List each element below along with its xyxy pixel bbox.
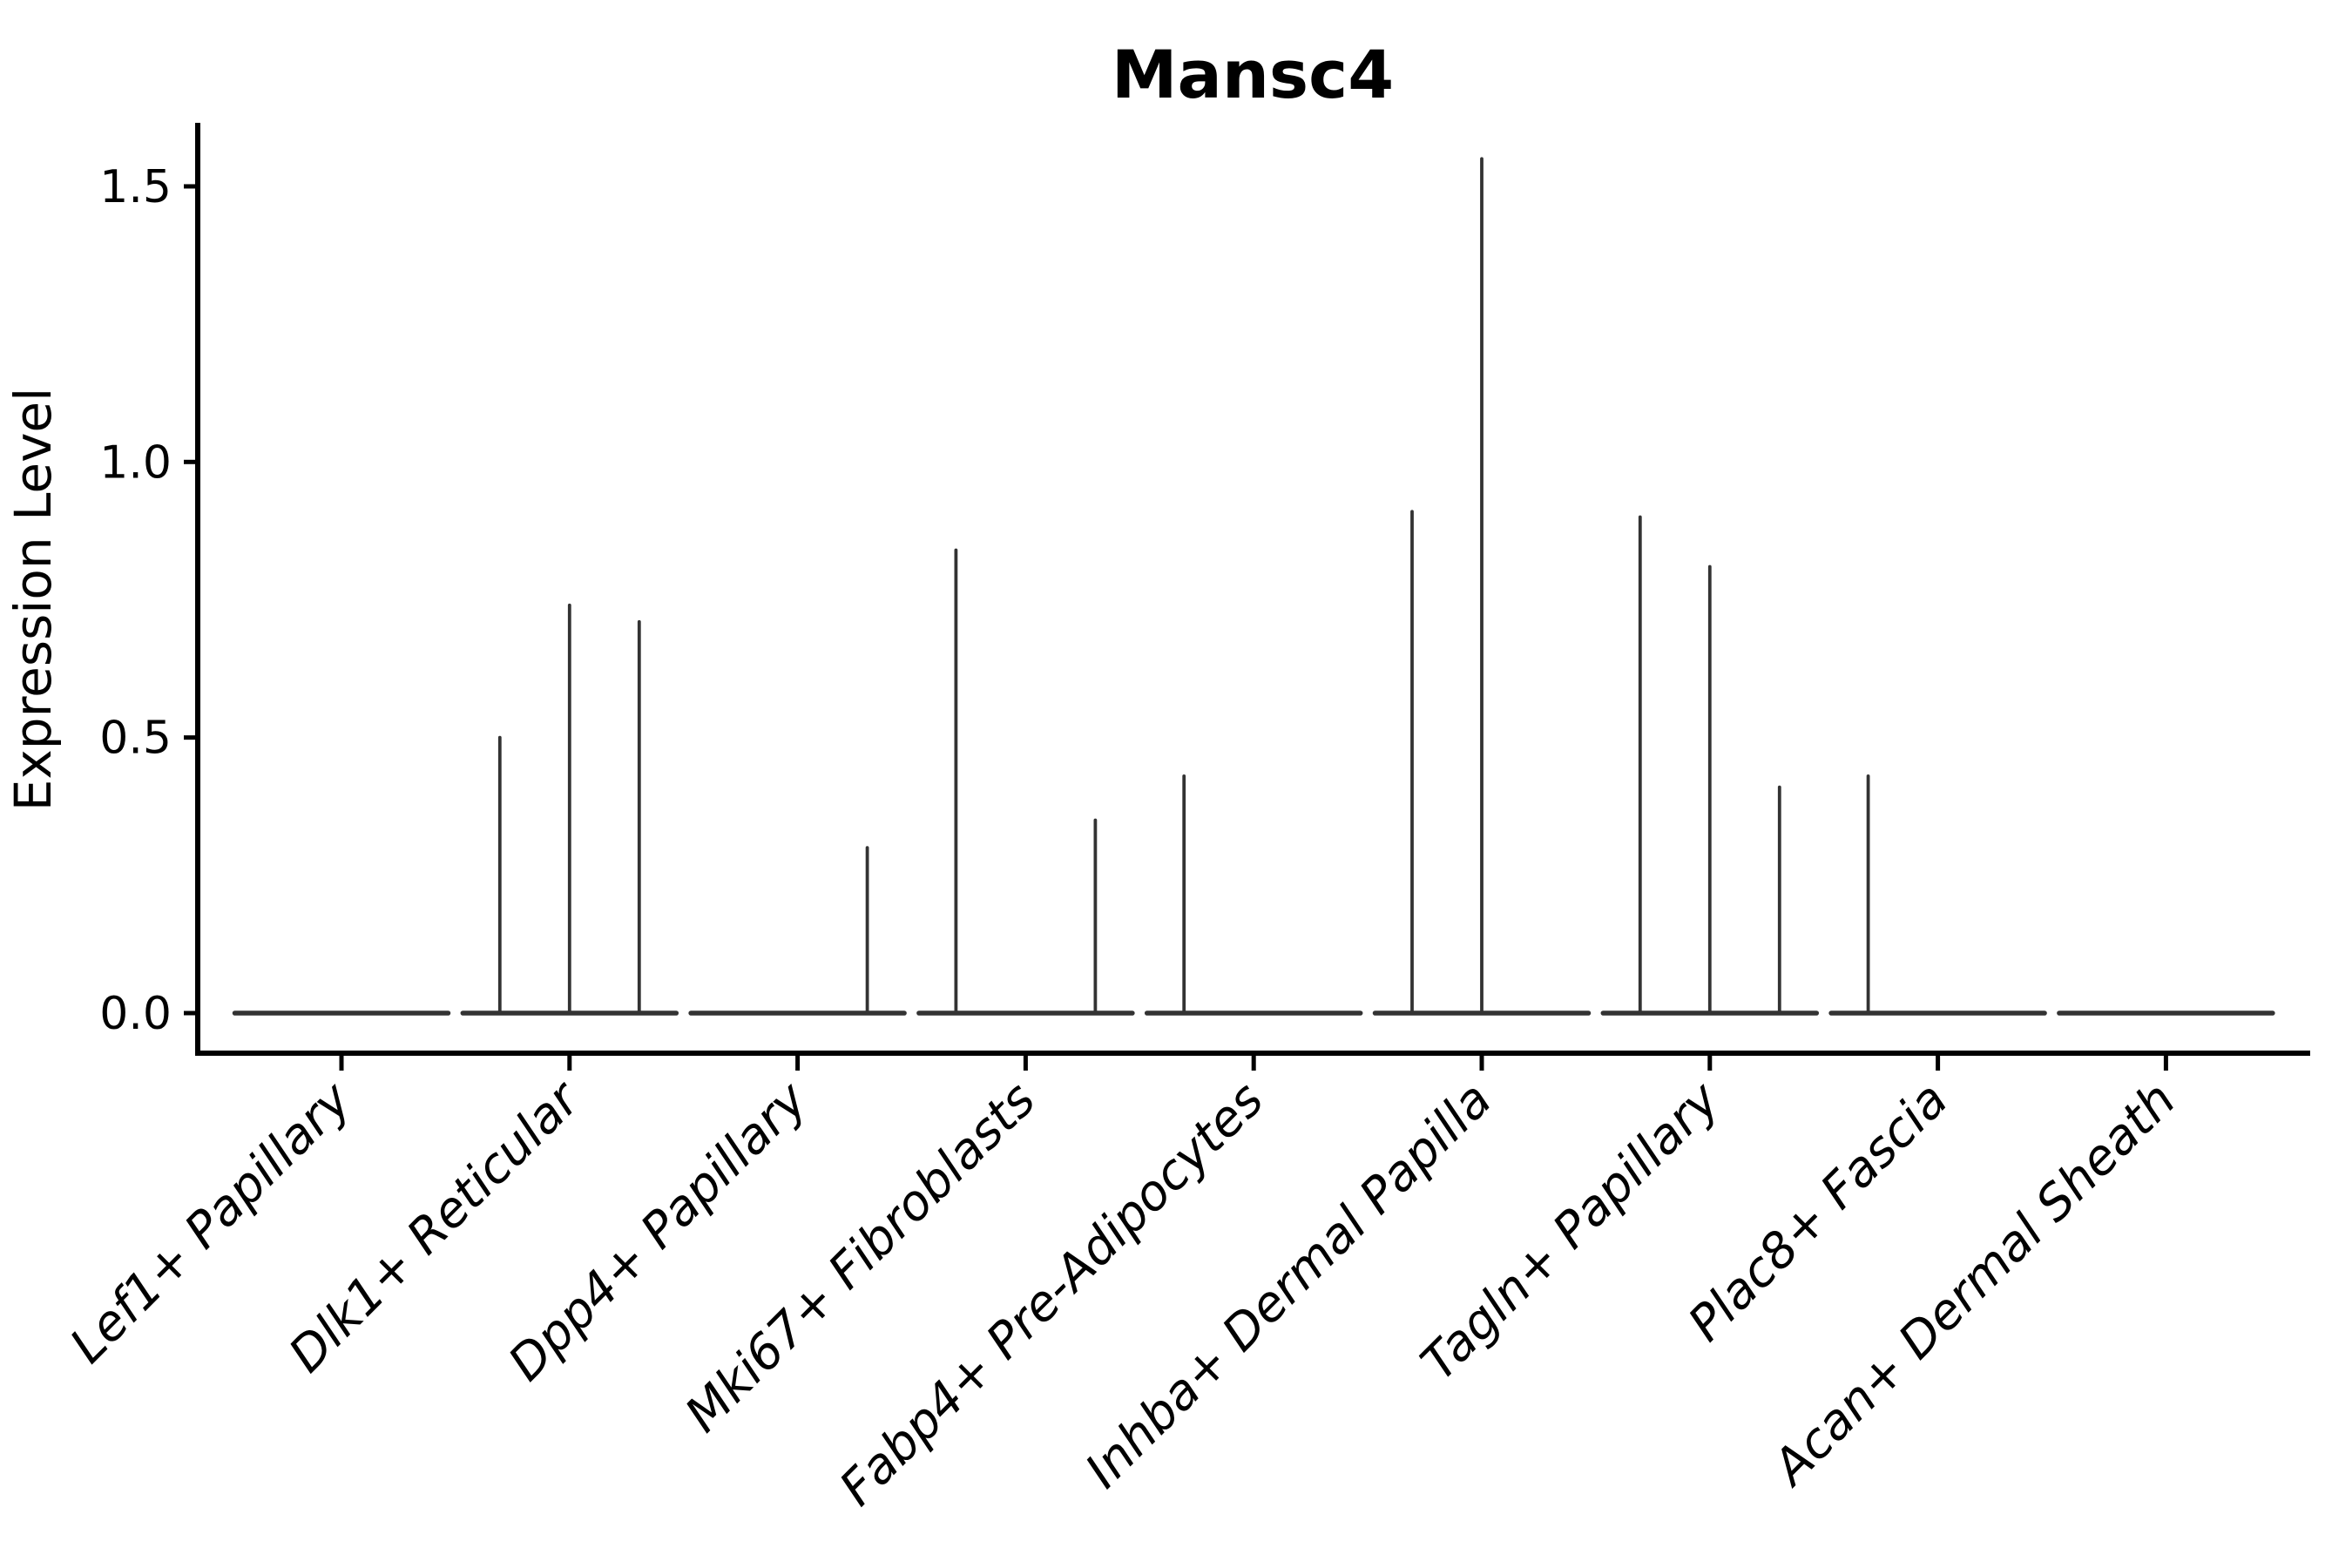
violins-group [232, 157, 2275, 1016]
y-tick-label: 0.0 [99, 988, 172, 1040]
x-tick-label: Fabp4+ Pre-Adipocytes [829, 1071, 1274, 1517]
y-tick-label: 1.0 [99, 436, 172, 489]
chart-title: Mansc4 [1112, 36, 1394, 113]
y-axis-label: Expression Level [3, 388, 63, 811]
x-tick-label: Inhba+ Dermal Papilla [1075, 1071, 1503, 1499]
x-tick-label: Acan+ Dermal Sheath [1761, 1071, 2186, 1497]
axes-group [195, 123, 2310, 1056]
ticks-group [184, 184, 2168, 1071]
y-tick-label: 0.5 [99, 713, 172, 765]
y-tick-label: 1.5 [99, 161, 172, 213]
